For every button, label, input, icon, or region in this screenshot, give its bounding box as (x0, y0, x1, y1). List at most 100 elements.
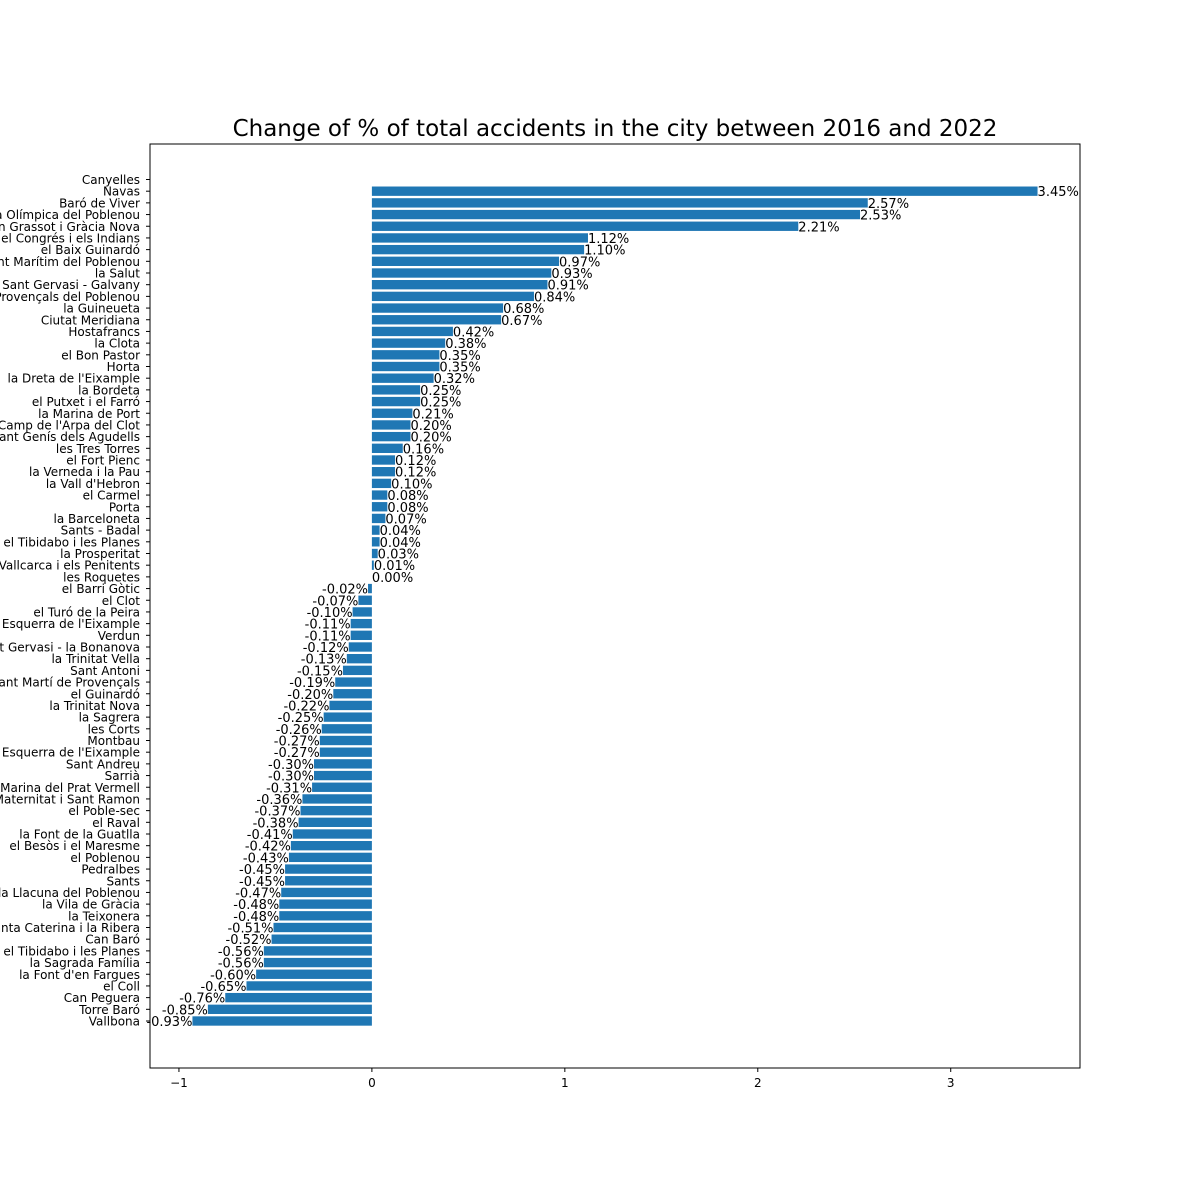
data-label: -0.60% (210, 968, 256, 983)
data-label: 0.25% (420, 384, 461, 399)
data-label: 0.01% (374, 559, 415, 574)
category-label: Porta (109, 500, 140, 514)
bar (292, 829, 372, 839)
category-label: el Clot (102, 594, 141, 608)
bar (288, 852, 372, 863)
category-label: la Bordeta (78, 383, 140, 397)
category-label: el Carmel (83, 489, 140, 503)
category-label: el Turó de la Peira (33, 605, 140, 619)
category-label: la Vall d'Hebron (46, 477, 140, 491)
bar (371, 303, 504, 313)
category-label: Hostafrancs (68, 325, 140, 339)
bar (371, 385, 421, 395)
data-label: -0.42% (245, 840, 291, 855)
bar (312, 782, 372, 792)
data-label: -0.37% (254, 805, 300, 820)
bar (371, 513, 386, 524)
data-label: 1.10% (584, 244, 625, 259)
data-label: 0.93% (551, 267, 592, 282)
data-label: 3.45% (1038, 185, 1079, 200)
bar (371, 186, 1038, 196)
category-label: el Bon Pastor (61, 348, 140, 362)
category-label: la Teixonera (68, 909, 140, 923)
data-label: 0.42% (453, 325, 494, 340)
category-label: el Camp de l'Arpa del Clot (0, 418, 140, 432)
category-label: Diagonal Mar i el Front Marítim del Pobl… (0, 255, 140, 269)
x-tick-label: 1 (561, 1076, 569, 1090)
category-label: la Prosperitat (60, 547, 140, 561)
data-label: 0.20% (410, 431, 451, 446)
bar (371, 198, 868, 208)
category-label: Baró de Viver (59, 196, 140, 210)
bar (371, 431, 411, 442)
category-label: Sant Gervasi - Galvany (2, 278, 140, 292)
data-label: 2.21% (798, 220, 839, 235)
bar (285, 876, 372, 886)
bar (371, 443, 403, 453)
category-label: el Fort Pienc (66, 454, 140, 468)
x-tick-label: 2 (754, 1076, 762, 1090)
bar (348, 642, 372, 652)
bar (371, 315, 502, 325)
data-label: -0.45% (239, 863, 285, 878)
data-label: 0.00% (372, 571, 413, 586)
bar (371, 490, 388, 500)
category-label: Vallcarca i els Penitents (0, 559, 140, 573)
data-label: 0.67% (501, 314, 542, 329)
bar (263, 946, 372, 956)
category-label: la Font d'en Fargues (19, 968, 140, 982)
category-label: la Maternitat i Sant Ramon (0, 792, 140, 806)
bar (323, 712, 372, 722)
data-label: -0.27% (274, 746, 320, 761)
bar (371, 256, 560, 266)
category-label: Torre Baró (78, 1003, 140, 1017)
bar (285, 864, 372, 874)
data-label: 0.12% (395, 466, 436, 481)
category-label: la Vila de Gràcia (42, 898, 140, 912)
category-label: Sant Martí de Provençals (0, 676, 140, 690)
bar (333, 689, 372, 699)
category-label: Sants - Badal (61, 524, 140, 538)
category-label: el Baix Guinardó (41, 243, 140, 257)
data-label: 0.04% (380, 524, 421, 539)
bar (371, 548, 378, 559)
category-label: Vallvidrera, el Tibidabo i les Planes (0, 535, 140, 549)
data-label: -0.10% (307, 606, 353, 621)
data-label: -0.36% (256, 793, 302, 808)
data-label: 0.16% (403, 442, 444, 457)
data-label: 0.25% (420, 396, 461, 411)
data-label: 0.08% (387, 489, 428, 504)
category-label: Sant Gervasi - la Bonanova (0, 641, 140, 655)
bar (371, 467, 396, 477)
category-label: la Nova Esquerra de l'Eixample (0, 617, 140, 631)
bar (290, 841, 372, 851)
data-label: -0.20% (287, 688, 333, 703)
data-label: 0.07% (385, 512, 426, 527)
data-label: 0.12% (395, 454, 436, 469)
data-labels: 3.45% 2.57%2.53% 2.21% 1.12%1.10%0.97%0.93%… (146, 185, 1078, 1030)
bar (300, 805, 372, 816)
data-label: 2.53% (860, 209, 901, 224)
data-label: 0.38% (445, 337, 486, 352)
category-label: el Raval (92, 816, 140, 830)
data-label: 0.97% (559, 255, 600, 270)
bar (371, 221, 799, 231)
bar (319, 735, 372, 746)
category-label: la Font de la Guatlla (19, 828, 140, 842)
category-label: la Vila Olímpica del Poblenou (0, 208, 140, 222)
data-label: -0.30% (268, 770, 314, 785)
bar (225, 992, 372, 1003)
category-label: la Trinitat Nova (49, 699, 140, 713)
category-label: Horta (107, 360, 140, 374)
category-label: la Trinitat Vella (51, 652, 140, 666)
data-label: 0.10% (391, 477, 432, 492)
data-label: 1.12% (588, 232, 629, 247)
category-label: la Sagrera (79, 711, 140, 725)
data-label: 0.08% (387, 501, 428, 516)
bar (368, 583, 372, 594)
data-label: -0.27% (274, 735, 320, 750)
category-label: l'Antiga Esquerra de l'Eixample (0, 746, 140, 760)
bar (263, 957, 372, 968)
